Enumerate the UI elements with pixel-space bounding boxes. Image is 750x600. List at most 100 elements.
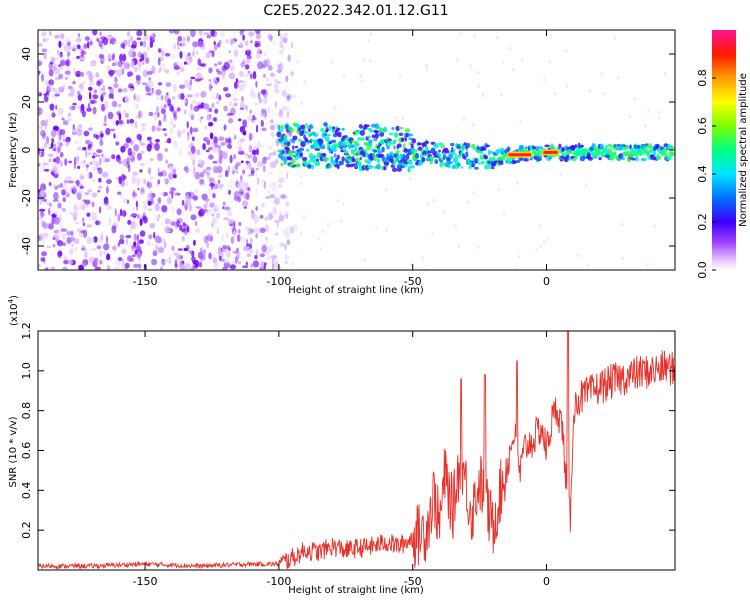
heatmap-cell	[455, 57, 459, 61]
heatmap-cell	[644, 124, 647, 128]
heatmap-cell	[192, 51, 195, 57]
heatmap-cell	[157, 218, 160, 221]
heatmap-cell	[496, 35, 499, 40]
heatmap-cell	[192, 159, 195, 167]
heatmap-cell	[61, 143, 68, 147]
heatmap-cell	[77, 189, 83, 195]
heatmap-cell	[463, 142, 468, 146]
heatmap-cell	[234, 135, 237, 140]
heatmap-cell	[480, 157, 485, 160]
heatmap-cell	[245, 246, 251, 252]
heatmap-cell	[192, 239, 196, 246]
heatmap-cell	[300, 140, 306, 145]
heatmap-cell	[66, 119, 70, 123]
heatmap-cell	[284, 231, 290, 239]
heatmap-cell	[266, 239, 269, 244]
heatmap-cell	[306, 148, 310, 152]
heatmap-cell	[269, 94, 275, 99]
heatmap-cell	[166, 197, 173, 205]
heatmap-cell	[120, 66, 124, 72]
heatmap-cell	[267, 146, 273, 150]
heatmap-cell	[103, 123, 108, 127]
heatmap-cell	[277, 180, 282, 184]
heatmap-cell	[278, 138, 283, 142]
heatmap-cell	[266, 77, 269, 82]
y-tick-label: 0.4	[20, 482, 33, 500]
heatmap-cell	[643, 157, 647, 162]
heatmap-cell	[184, 229, 188, 236]
heatmap-cell	[134, 121, 138, 129]
heatmap-cell	[403, 163, 408, 167]
heatmap-cell	[124, 62, 130, 70]
heatmap-cell	[285, 72, 289, 79]
heatmap-cell	[122, 258, 125, 267]
heatmap-cell	[198, 30, 203, 36]
heatmap-cell	[51, 55, 55, 63]
heatmap-cell	[147, 80, 154, 88]
heatmap-cell	[244, 182, 249, 187]
heatmap-cell	[245, 261, 248, 266]
heatmap-cell	[587, 156, 594, 161]
heatmap-cell	[255, 187, 258, 195]
heatmap-cell	[187, 133, 190, 141]
heatmap-cell	[211, 254, 214, 261]
heatmap-cell	[257, 161, 264, 168]
heatmap-cell	[283, 32, 289, 37]
heatmap-cell	[91, 192, 98, 198]
heatmap-cell	[151, 125, 156, 132]
heatmap-cell	[480, 160, 485, 165]
heatmap-cell	[398, 126, 404, 130]
heatmap-cell	[240, 61, 246, 68]
heatmap-cell	[88, 127, 93, 131]
heatmap-cell	[264, 236, 268, 241]
heatmap-cell	[562, 152, 568, 157]
heatmap-cell	[57, 202, 62, 209]
heatmap-cell	[163, 178, 168, 183]
heatmap-cell	[334, 107, 337, 111]
heatmap-cell	[273, 259, 279, 267]
heatmap-cell	[616, 75, 620, 79]
heatmap-cell	[225, 39, 230, 44]
heatmap-cell	[472, 146, 477, 150]
heatmap-cell	[547, 237, 550, 241]
heatmap-cell	[181, 129, 186, 134]
heatmap-cell	[537, 152, 541, 158]
heatmap-cell	[238, 188, 245, 195]
heatmap-cell	[248, 162, 252, 171]
heatmap-cell	[148, 111, 154, 117]
heatmap-cell	[159, 62, 166, 71]
heatmap-cell	[155, 138, 160, 143]
heatmap-cell	[612, 151, 617, 156]
heatmap-cell	[140, 150, 145, 155]
heatmap-cell	[238, 146, 243, 152]
heatmap-cell	[359, 156, 362, 161]
heatmap-cell	[513, 160, 517, 164]
heatmap-cell	[211, 94, 215, 100]
heatmap-cell	[100, 96, 103, 101]
heatmap-cell	[224, 206, 231, 211]
heatmap-cell	[222, 151, 228, 160]
heatmap-cell	[256, 167, 259, 171]
heatmap-cell	[443, 210, 446, 214]
heatmap-cell	[276, 162, 281, 167]
heatmap-cell	[275, 81, 282, 84]
heatmap-cell	[249, 250, 254, 254]
spectrogram-x-ticks: -150 -100 -50 0	[133, 30, 550, 288]
heatmap-cell	[113, 133, 116, 139]
heatmap-cell	[223, 105, 228, 112]
heatmap-cell	[254, 255, 258, 260]
heatmap-cell	[206, 234, 213, 242]
heatmap-cell	[228, 72, 235, 80]
heatmap-cell	[216, 165, 223, 174]
heatmap-cell	[176, 219, 180, 228]
heatmap-cell	[628, 115, 632, 119]
heatmap-cell	[107, 34, 113, 38]
heatmap-cell	[38, 43, 43, 47]
heatmap-cell	[410, 262, 413, 266]
heatmap-cell	[96, 167, 101, 171]
heatmap-cell	[483, 155, 489, 160]
heatmap-cell	[476, 145, 480, 151]
heatmap-cell	[199, 77, 204, 81]
heatmap-cell	[326, 222, 330, 226]
heatmap-cell	[128, 88, 134, 92]
